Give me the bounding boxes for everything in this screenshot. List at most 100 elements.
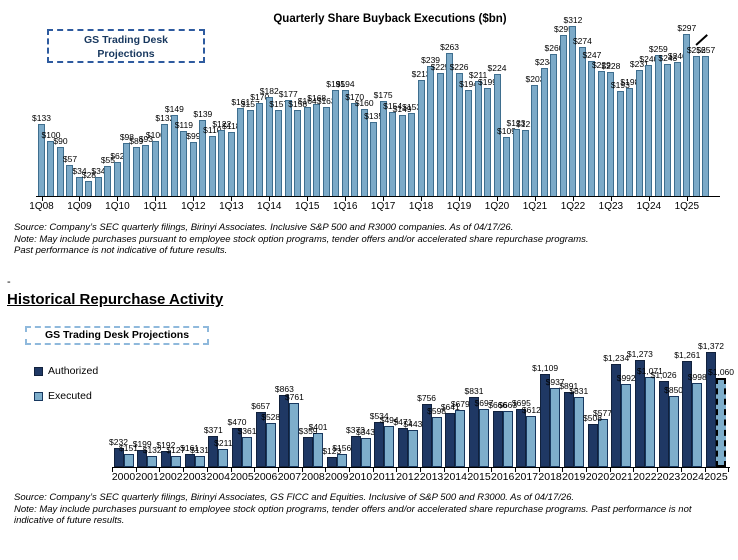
x-tick-label: 1Q12 [181,201,206,212]
x-axis-tick [231,197,233,201]
authorized-swatch-icon [34,366,43,376]
bar-value-label: $90 [53,136,68,146]
executed-bar [502,411,513,467]
bar-value-label: $193 [610,80,630,90]
x-axis-tick [467,468,469,472]
bar-value-label: $229 [591,60,611,70]
buyback-bar [645,65,653,196]
year-label: 2010 [348,471,373,483]
authorized-bar [374,422,385,467]
executed-value-label: $528 [261,412,281,422]
buyback-bar [569,26,577,196]
buyback-bar [540,68,548,196]
buyback-bar [341,90,349,196]
x-tick-label: 1Q22 [560,201,586,212]
bar-value-label: $153 [402,102,422,112]
executed-bar [573,397,584,467]
x-tick-label: 1Q17 [370,201,396,212]
x-axis-tick [633,468,635,472]
bar-value-label: $119 [174,120,193,130]
x-axis-tick [112,468,113,472]
authorized-value-label: $863 [274,384,294,394]
top-chart-title: Quarterly Share Buyback Executions ($bn) [273,13,507,25]
authorized-value-label: $1,261 [674,350,701,360]
legend-label-executed: Executed [48,390,92,402]
bar-value-label: $195 [326,79,346,89]
x-axis-tick [609,468,611,472]
authorized-value-label: $756 [417,393,437,403]
buyback-bar [351,103,359,196]
bar-value-label: $98 [119,132,134,142]
x-axis-tick [728,468,730,472]
bar-value-label: $260 [544,43,564,53]
year-label: 2002 [159,471,183,483]
x-axis-tick [206,468,208,472]
buyback-bar [692,56,700,196]
authorized-bar [706,352,716,467]
bar-value-label: $99 [186,131,201,141]
x-tick-label: 1Q21 [522,201,548,212]
authorized-value-label: $470 [227,417,247,427]
bar-value-label: $274 [572,36,592,46]
section-heading: Historical Repurchase Activity [7,291,224,308]
executed-bar [218,449,229,467]
x-axis-tick [491,468,493,472]
legend-item-authorized: Authorized [34,365,98,377]
buyback-bar [199,120,207,196]
buyback-bar [47,141,55,196]
bar-value-label: $312 [563,15,583,25]
authorized-bar [279,395,290,467]
x-axis-tick [686,197,688,201]
bar-value-label: $158 [288,99,308,109]
bar-value-label: $203 [525,74,545,84]
buyback-bar [85,181,93,196]
bar-value-label: $89 [129,136,144,146]
bar-value-label: $194 [335,79,355,89]
executed-bar [407,430,418,467]
bar-value-label: $213 [411,69,431,79]
x-tick-label: 1Q24 [636,201,662,212]
executed-bar [597,419,608,467]
authorized-bar [563,392,574,467]
buyback-bar [635,70,643,196]
buyback-bar [455,73,463,196]
buyback-bar [246,110,254,196]
executed-bar [431,417,442,467]
buyback-bar [465,90,473,196]
top-source-line1: Source: Company’s SEC quarterly filings,… [14,222,514,233]
authorized-value-label: $534 [369,411,389,421]
x-axis-tick [307,197,309,201]
buyback-bar [417,80,425,196]
buyback-bar [370,122,378,196]
year-label: 2019 [562,471,586,483]
year-label: 2005 [230,471,254,483]
x-tick-label: 1Q15 [294,201,320,212]
bar-value-label: $263 [440,42,460,52]
bar-value-label: $62 [110,151,125,161]
x-axis-tick [117,197,119,201]
x-axis-tick [372,468,374,472]
bar-value-label: $182 [259,86,279,96]
buyback-bar [227,132,235,196]
executed-bar [621,384,632,467]
executed-bar [265,423,276,467]
x-axis-tick [269,197,271,201]
executed-bar [526,416,537,467]
authorized-bar [137,450,148,467]
bar-value-label: $57 [62,154,78,164]
buyback-bar [446,53,454,196]
bar-value-label: $199 [478,77,497,87]
buyback-bar [408,113,416,196]
buyback-bar [493,74,501,196]
buyback-bar [664,64,672,196]
buyback-bar [303,107,311,196]
top-source-note: Source: Company’s SEC quarterly filings,… [14,222,730,257]
x-tick-label: 1Q09 [67,201,92,212]
buyback-bar [322,107,330,196]
executed-value-label: $494 [379,415,399,425]
authorized-bar [326,457,337,467]
buyback-bar [123,143,131,196]
buyback-bar [284,100,292,196]
executed-value-label: $401 [308,422,328,432]
year-label: 2011 [372,471,396,483]
